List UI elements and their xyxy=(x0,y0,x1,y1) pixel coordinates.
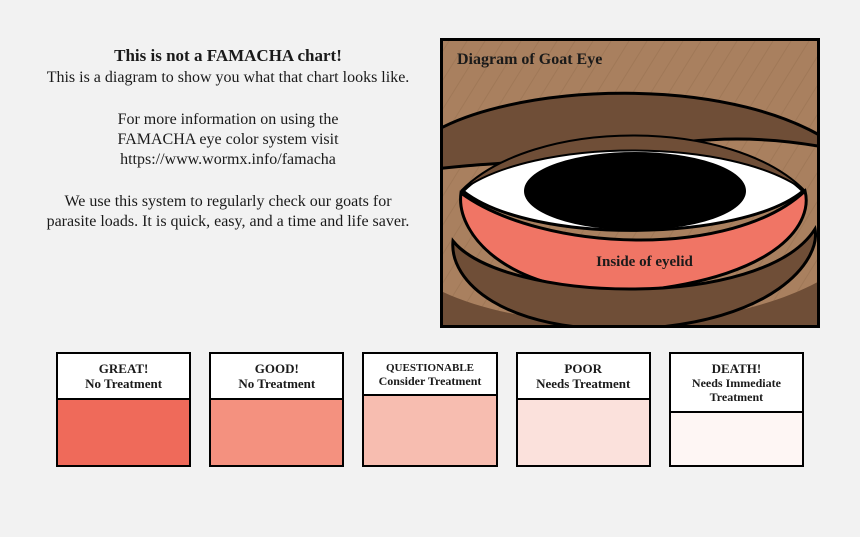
p2-line3: https://www.wormx.info/famacha xyxy=(120,151,336,168)
paragraph-3: We use this system to regularly check ou… xyxy=(40,192,416,232)
swatch-label-1: GOOD!No Treatment xyxy=(211,354,342,398)
headline: This is not a FAMACHA chart! xyxy=(40,46,416,66)
info-text-column: This is not a FAMACHA chart! This is a d… xyxy=(40,38,420,328)
swatch-color-2 xyxy=(364,394,495,465)
goat-eye-svg xyxy=(443,41,820,328)
swatch-line2-0: No Treatment xyxy=(60,377,187,392)
swatch-color-1 xyxy=(211,398,342,465)
swatch-color-3 xyxy=(518,398,649,465)
paragraph-2: For more information on using the FAMACH… xyxy=(40,110,416,170)
p2-line2: FAMACHA eye color system visit xyxy=(117,131,338,148)
swatch-line2-1: No Treatment xyxy=(213,377,340,392)
eye-diagram-title: Diagram of Goat Eye xyxy=(457,51,602,69)
swatch-card-2: QUESTIONABLEConsider Treatment xyxy=(362,352,497,467)
swatch-card-4: DEATH!Needs Immediate Treatment xyxy=(669,352,804,467)
p2-line1: For more information on using the xyxy=(118,111,339,128)
color-scale-row: GREAT!No TreatmentGOOD!No TreatmentQUEST… xyxy=(0,328,860,467)
goat-eye-diagram: Diagram of Goat Eye Inside of eyelid xyxy=(440,38,820,328)
swatch-label-0: GREAT!No Treatment xyxy=(58,354,189,398)
swatch-line1-1: GOOD! xyxy=(213,362,340,377)
swatch-color-0 xyxy=(58,398,189,465)
swatch-label-2: QUESTIONABLEConsider Treatment xyxy=(364,354,495,394)
swatch-card-3: POORNeeds Treatment xyxy=(516,352,651,467)
swatch-label-3: POORNeeds Treatment xyxy=(518,354,649,398)
swatch-line2-4: Needs Immediate Treatment xyxy=(673,377,800,405)
paragraph-1: This is a diagram to show you what that … xyxy=(40,68,416,88)
swatch-line1-4: DEATH! xyxy=(673,362,800,377)
eyelid-label: Inside of eyelid xyxy=(596,254,693,271)
swatch-label-4: DEATH!Needs Immediate Treatment xyxy=(671,354,802,411)
swatch-line2-3: Needs Treatment xyxy=(520,377,647,392)
swatch-card-0: GREAT!No Treatment xyxy=(56,352,191,467)
swatch-color-4 xyxy=(671,411,802,465)
swatch-line2-2: Consider Treatment xyxy=(366,375,493,389)
swatch-line1-0: GREAT! xyxy=(60,362,187,377)
swatch-line1-2: QUESTIONABLE xyxy=(366,362,493,375)
swatch-card-1: GOOD!No Treatment xyxy=(209,352,344,467)
swatch-line1-3: POOR xyxy=(520,362,647,377)
